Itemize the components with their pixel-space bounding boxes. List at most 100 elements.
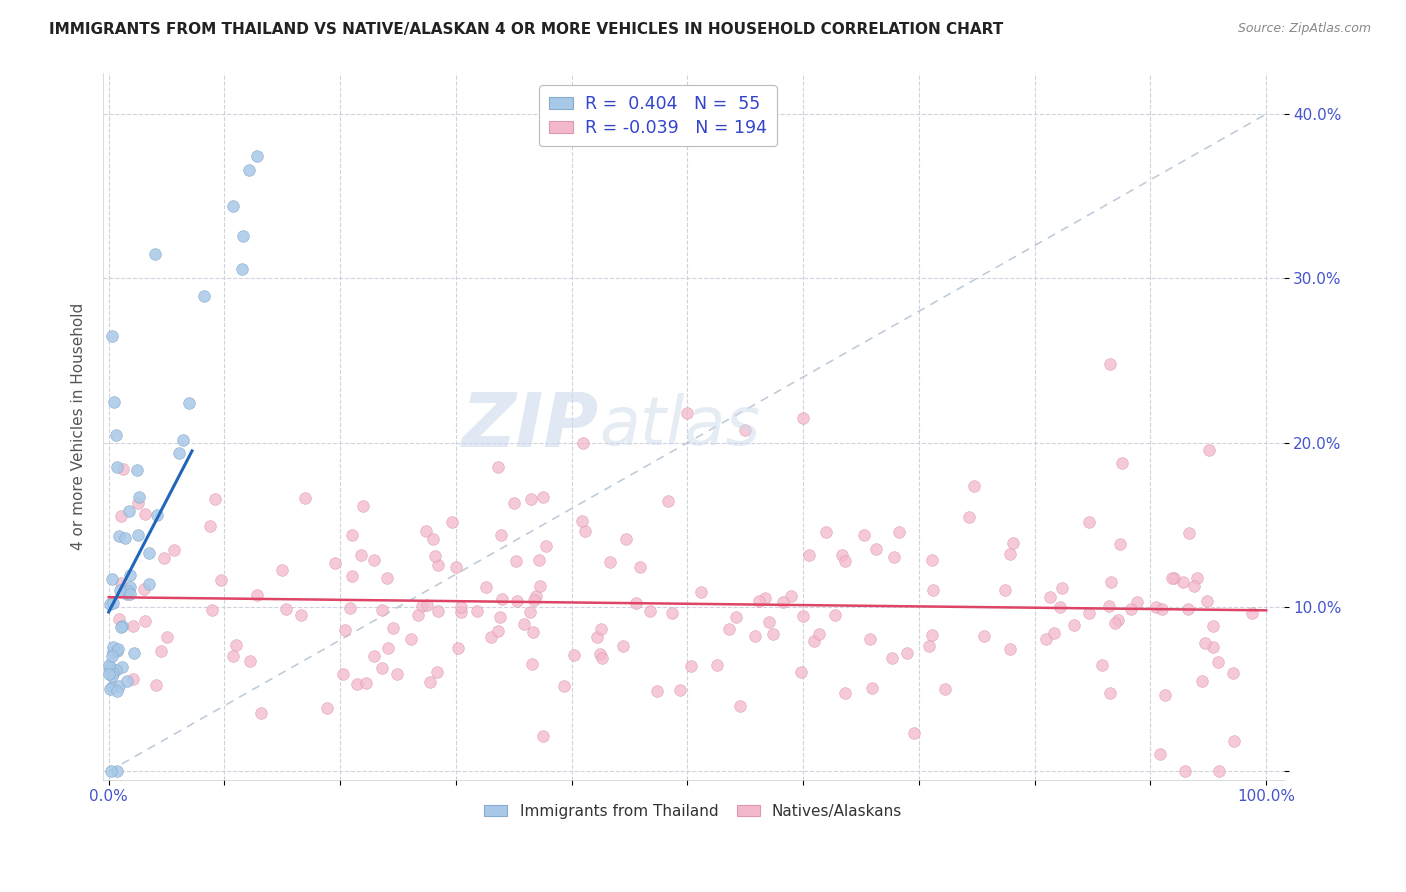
Point [1208, 655, 1230, 669]
Point [340, 569, 363, 583]
Point [1240, 606, 1263, 620]
Point [198, 519, 221, 533]
Point [446, 560, 468, 574]
Point [918, 639, 941, 653]
Point [887, 525, 910, 540]
Point [762, 626, 785, 640]
Point [447, 640, 470, 655]
Point [465, 604, 488, 618]
Point [973, 629, 995, 643]
Point [98, 663, 121, 677]
Point [645, 684, 668, 698]
Point [270, 563, 292, 577]
Point [865, 542, 887, 557]
Point [479, 630, 502, 644]
Point [120, 587, 142, 601]
Point [706, 657, 728, 672]
Point [1177, 601, 1199, 615]
Point [118, 504, 141, 518]
Point [1099, 686, 1122, 700]
Point [934, 681, 956, 696]
Point [486, 624, 509, 639]
Point [172, 433, 194, 447]
Point [591, 623, 613, 637]
Point [193, 289, 215, 303]
Point [831, 549, 853, 563]
Point [679, 659, 702, 673]
Point [156, 630, 179, 644]
Point [803, 633, 825, 648]
Point [115, 673, 138, 688]
Point [375, 571, 398, 585]
Point [1098, 357, 1121, 371]
Point [531, 729, 554, 743]
Point [690, 584, 713, 599]
Point [350, 549, 373, 563]
Point [489, 528, 512, 542]
Point [111, 618, 134, 632]
Point [107, 612, 129, 626]
Point [340, 528, 363, 542]
Point [110, 509, 132, 524]
Point [922, 582, 945, 597]
Point [101, 329, 124, 343]
Point [834, 686, 856, 700]
Point [406, 608, 429, 623]
Point [529, 579, 551, 593]
Point [585, 630, 607, 644]
Point [107, 679, 129, 693]
Point [110, 620, 132, 634]
Point [903, 726, 925, 740]
Point [1104, 616, 1126, 631]
Point [669, 682, 692, 697]
Point [422, 532, 444, 546]
Point [758, 615, 780, 629]
Point [108, 529, 131, 543]
Point [1111, 457, 1133, 471]
Point [363, 649, 385, 664]
Point [323, 556, 346, 570]
Point [599, 555, 621, 569]
Point [1049, 599, 1071, 614]
Point [1202, 619, 1225, 633]
Point [441, 515, 464, 529]
Point [105, 460, 128, 475]
Point [246, 589, 269, 603]
Point [1099, 574, 1122, 589]
Point [718, 622, 741, 636]
Point [132, 582, 155, 596]
Point [1091, 658, 1114, 673]
Point [523, 593, 546, 607]
Point [1035, 632, 1057, 646]
Point [128, 490, 150, 504]
Point [101, 645, 124, 659]
Point [834, 554, 856, 568]
Text: ZIP: ZIP [461, 390, 599, 463]
Point [450, 605, 472, 619]
Point [426, 665, 449, 679]
Point [100, 764, 122, 779]
Point [101, 596, 124, 610]
Point [352, 499, 374, 513]
Point [346, 677, 368, 691]
Point [363, 553, 385, 567]
Point [1178, 525, 1201, 540]
Point [117, 583, 139, 598]
Point [531, 490, 554, 504]
Point [728, 699, 751, 714]
Point [98, 666, 121, 681]
Point [628, 560, 651, 574]
Point [1198, 443, 1220, 458]
Point [505, 554, 527, 568]
Point [612, 640, 634, 654]
Point [122, 619, 145, 633]
Point [588, 648, 610, 662]
Point [238, 163, 260, 178]
Point [1185, 572, 1208, 586]
Point [1119, 602, 1142, 616]
Point [519, 605, 541, 619]
Point [415, 524, 437, 538]
Point [122, 646, 145, 660]
Point [744, 629, 766, 643]
Point [127, 496, 149, 510]
